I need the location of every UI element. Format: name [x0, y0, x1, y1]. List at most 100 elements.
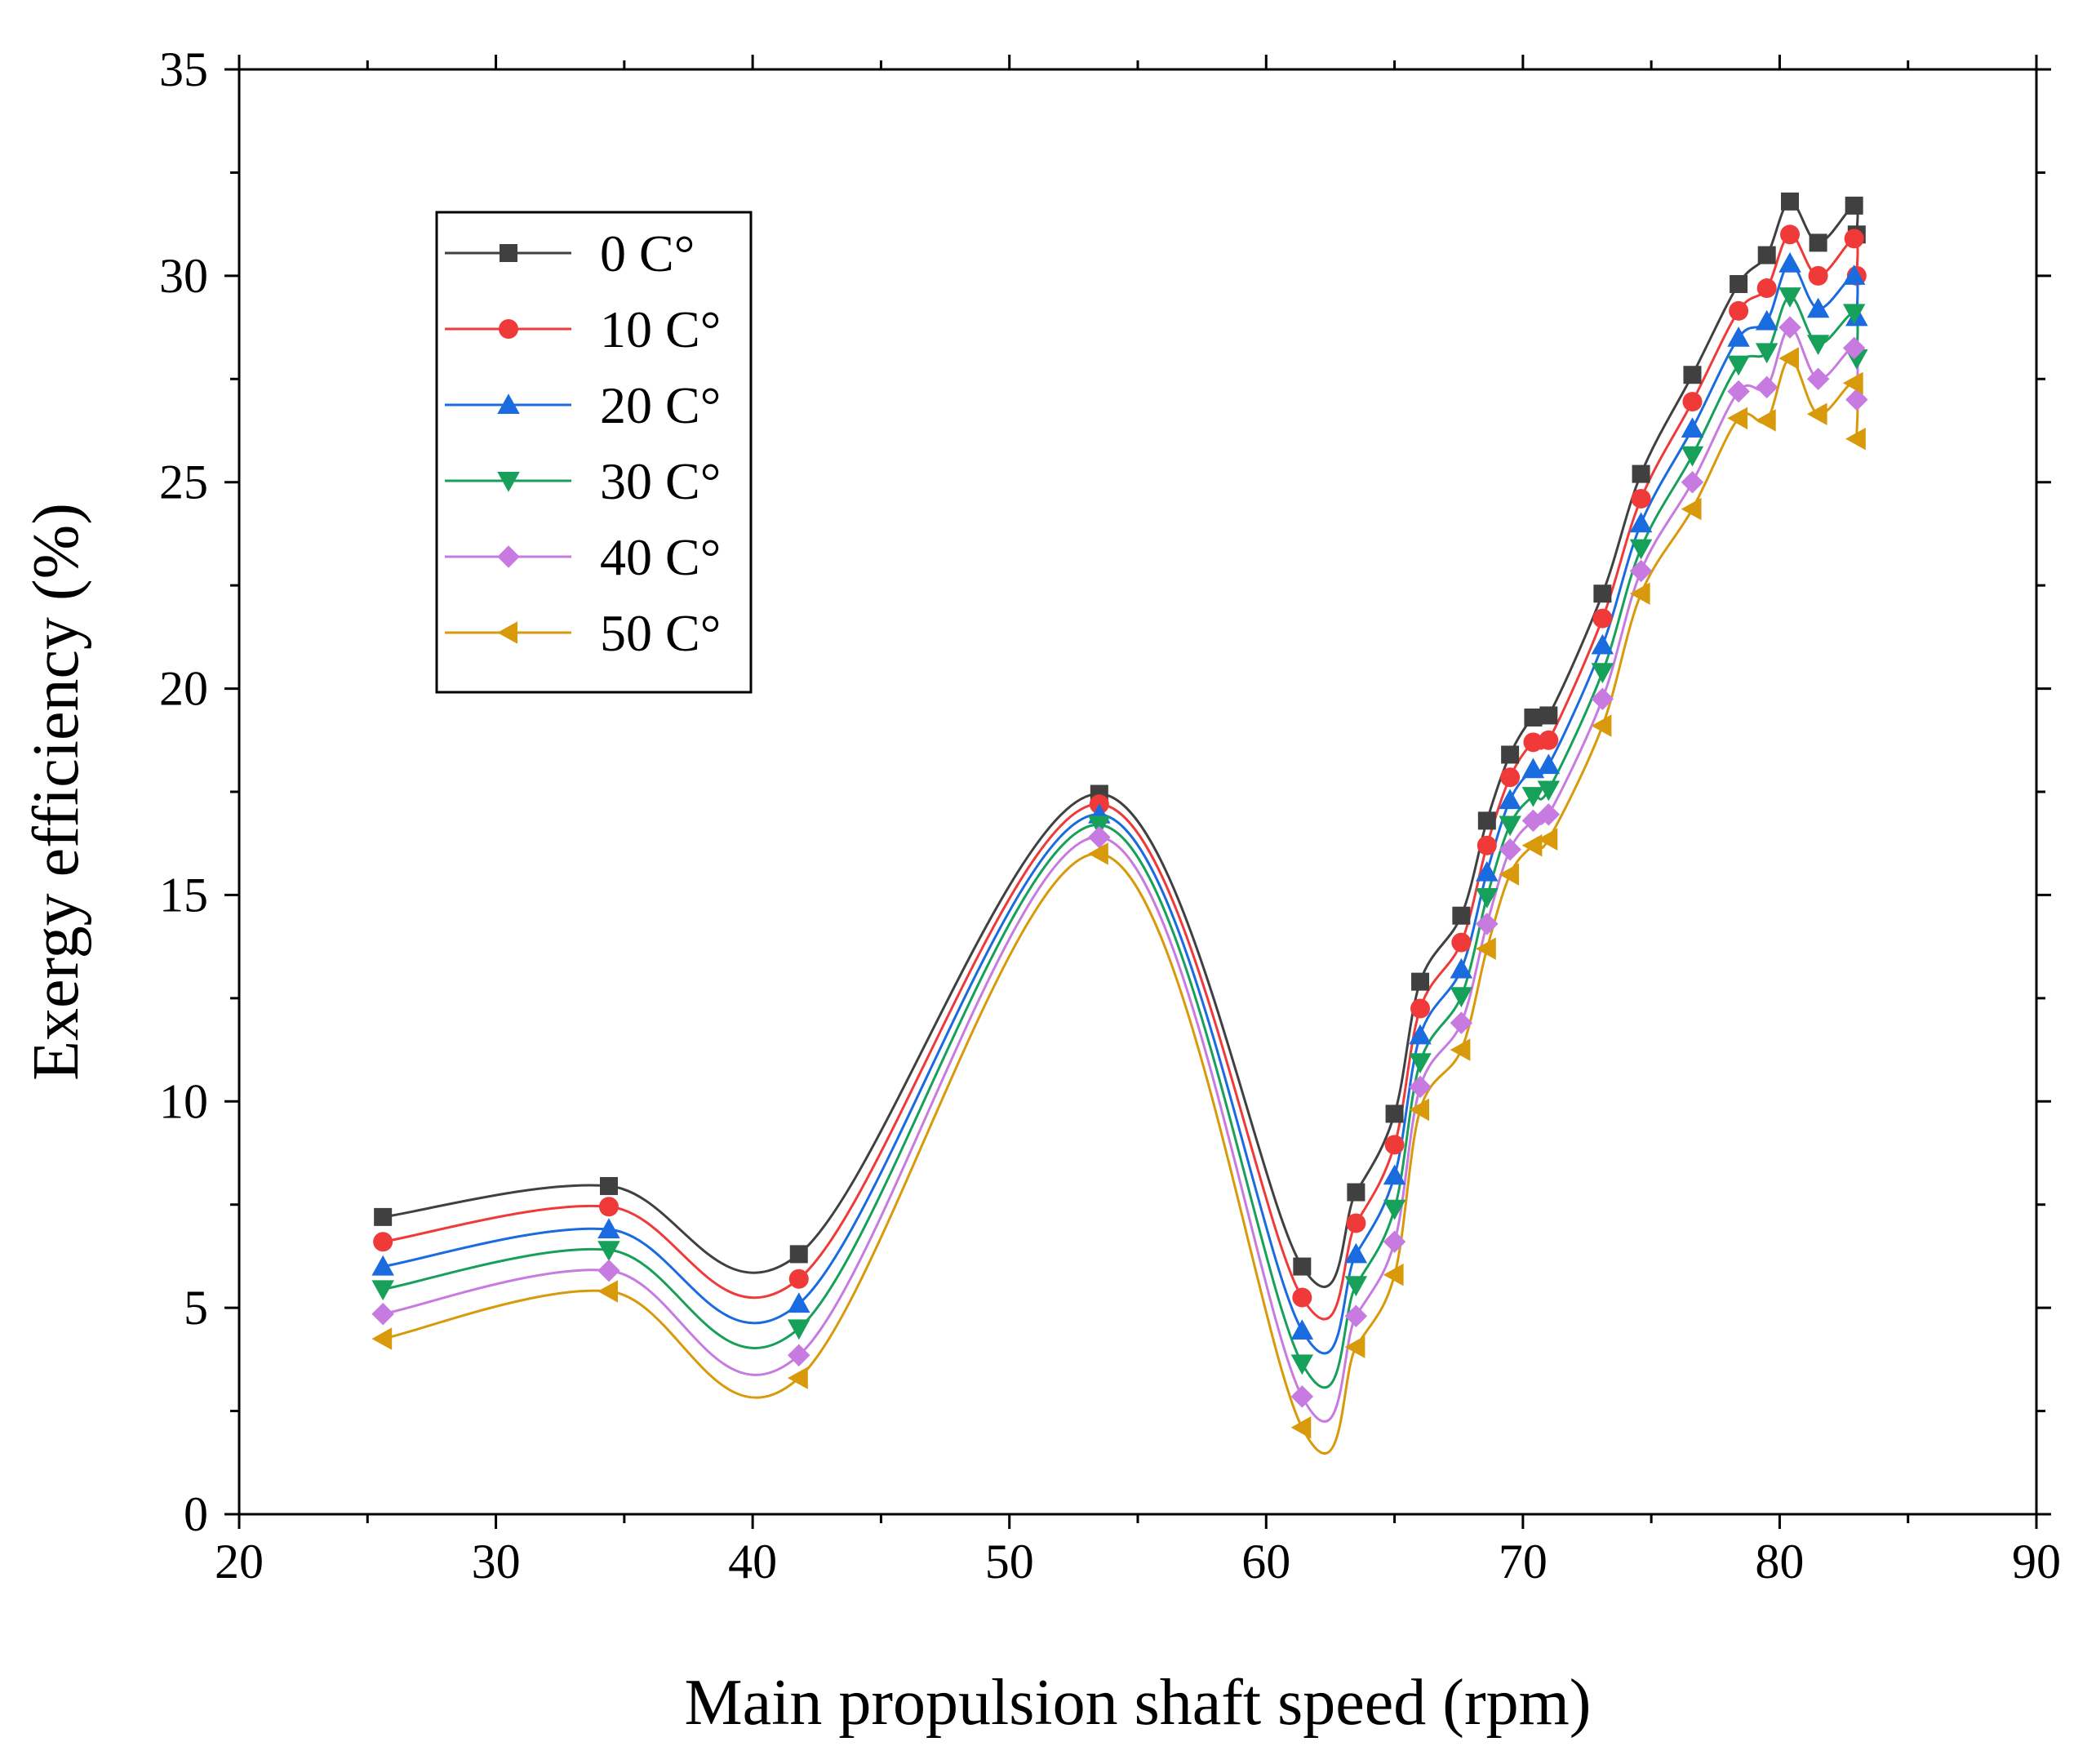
legend: 0 C° 10 C° 20 C° 30 C° 40 C° 50 C°: [435, 211, 753, 694]
data-point-s3-20: [1842, 304, 1866, 325]
x-axis-title: Main propulsion shaft speed (rpm): [685, 1667, 1592, 1739]
data-point-s2-18: [1778, 251, 1801, 273]
data-point-s0-1: [599, 1176, 618, 1195]
data-point-s0-14: [1632, 464, 1650, 483]
data-point-s1-4: [1292, 1287, 1312, 1308]
x-tick-label-40: 40: [728, 1535, 777, 1588]
data-point-s2-6: [1383, 1164, 1406, 1185]
data-point-s0-20: [1845, 196, 1863, 215]
data-point-s3-19: [1806, 335, 1830, 355]
data-point-s0-11: [1524, 708, 1543, 726]
data-point-s4-3: [1088, 825, 1111, 849]
data-point-s4-9: [1476, 913, 1499, 935]
data-point-s4-16: [1727, 380, 1750, 403]
data-point-s0-13: [1593, 584, 1612, 603]
data-point-s2-7: [1409, 1024, 1432, 1045]
data-point-s5-10: [1499, 863, 1520, 886]
data-point-s5-20: [1842, 371, 1863, 395]
data-point-s4-15: [1681, 471, 1704, 494]
data-point-s2-12: [1537, 753, 1561, 775]
y-tick-label-30: 30: [159, 249, 208, 303]
data-point-s5-15: [1681, 497, 1702, 521]
y-tick-label-0: 0: [184, 1487, 208, 1541]
data-point-s1-0: [373, 1232, 393, 1252]
data-point-s5-5: [1344, 1335, 1366, 1358]
legend-marker-5: [497, 621, 517, 644]
data-point-s0-7: [1411, 972, 1430, 991]
data-point-s3-14: [1629, 539, 1653, 560]
data-point-s0-2: [789, 1245, 808, 1264]
y-tick-label-10: 10: [159, 1074, 208, 1128]
data-point-s1-11: [1523, 732, 1543, 753]
data-point-s4-4: [1290, 1385, 1314, 1408]
data-point-s0-5: [1347, 1183, 1366, 1202]
data-point-s3-9: [1476, 888, 1499, 909]
data-point-s4-2: [788, 1344, 810, 1366]
data-point-s5-4: [1290, 1416, 1312, 1439]
x-tick-label-50: 50: [985, 1535, 1034, 1588]
data-point-s3-6: [1383, 1199, 1406, 1220]
x-tick-label-90: 90: [2012, 1535, 2061, 1588]
data-point-s3-7: [1409, 1053, 1432, 1073]
data-point-s1-13: [1592, 608, 1613, 629]
data-point-s4-11: [1521, 809, 1545, 833]
data-point-s1-10: [1500, 767, 1521, 788]
data-point-s3-18: [1778, 287, 1801, 308]
data-point-s4-7: [1409, 1075, 1432, 1099]
legend-label-5: 50 C°: [600, 604, 721, 662]
x-tick-label-20: 20: [215, 1535, 264, 1588]
data-point-s0-4: [1293, 1257, 1312, 1276]
legend-label-2: 20 C°: [600, 376, 721, 434]
axes: 20 30 40 50 60 70 80 90 0 5 10 15 20 25 30 35: [159, 42, 2061, 1588]
data-point-s2-9: [1476, 860, 1499, 882]
x-tick-label-80: 80: [1755, 1535, 1804, 1588]
data-point-s2-1: [597, 1218, 620, 1239]
y-tick-label-5: 5: [184, 1281, 208, 1335]
data-point-s3-17: [1755, 343, 1778, 364]
data-point-s1-1: [598, 1197, 619, 1217]
data-point-s4-13: [1591, 687, 1614, 710]
data-point-s5-0: [371, 1327, 393, 1350]
data-point-s5-13: [1591, 714, 1612, 737]
data-point-s1-20: [1844, 229, 1864, 249]
data-point-s1-7: [1410, 998, 1431, 1019]
data-point-s4-6: [1383, 1230, 1406, 1253]
data-point-s3-11: [1521, 787, 1545, 807]
data-point-s1-12: [1539, 730, 1559, 750]
data-point-s4-14: [1629, 559, 1653, 583]
y-tick-label-20: 20: [159, 662, 208, 716]
data-point-s4-18: [1778, 316, 1801, 339]
x-tick-label-70: 70: [1499, 1535, 1548, 1588]
data-point-s2-19: [1806, 297, 1830, 318]
data-point-s5-16: [1727, 407, 1748, 430]
data-point-s1-14: [1631, 488, 1651, 509]
data-point-s4-10: [1499, 838, 1521, 861]
data-point-s1-19: [1808, 265, 1828, 286]
y-tick-label-15: 15: [159, 868, 208, 922]
data-point-s0-10: [1501, 745, 1520, 764]
data-point-s1-17: [1756, 278, 1777, 299]
data-point-s4-17: [1755, 375, 1778, 399]
data-point-s0-18: [1781, 192, 1800, 211]
data-point-s0-0: [374, 1207, 393, 1226]
data-point-s4-5: [1344, 1304, 1368, 1327]
data-point-s5-11: [1521, 834, 1543, 857]
x-tick-label-30: 30: [472, 1535, 521, 1588]
data-point-s1-8: [1451, 932, 1472, 953]
data-point-s2-5: [1344, 1242, 1368, 1264]
data-point-s5-9: [1476, 937, 1496, 960]
legend-marker-2: [497, 393, 520, 414]
data-point-s3-5: [1344, 1276, 1368, 1297]
data-point-s1-6: [1384, 1135, 1405, 1155]
data-point-s3-8: [1450, 987, 1473, 1008]
data-point-s3-2: [788, 1319, 810, 1340]
data-point-s0-15: [1683, 366, 1702, 384]
y-axis-title: Exergy efficiency (%): [20, 503, 92, 1081]
legend-box: [435, 211, 753, 694]
data-point-s1-2: [788, 1269, 809, 1289]
data-point-s4-19: [1806, 367, 1830, 390]
data-point-s2-17: [1755, 309, 1778, 331]
data-point-s2-10: [1499, 789, 1521, 810]
data-point-s5-21: [1845, 427, 1866, 451]
